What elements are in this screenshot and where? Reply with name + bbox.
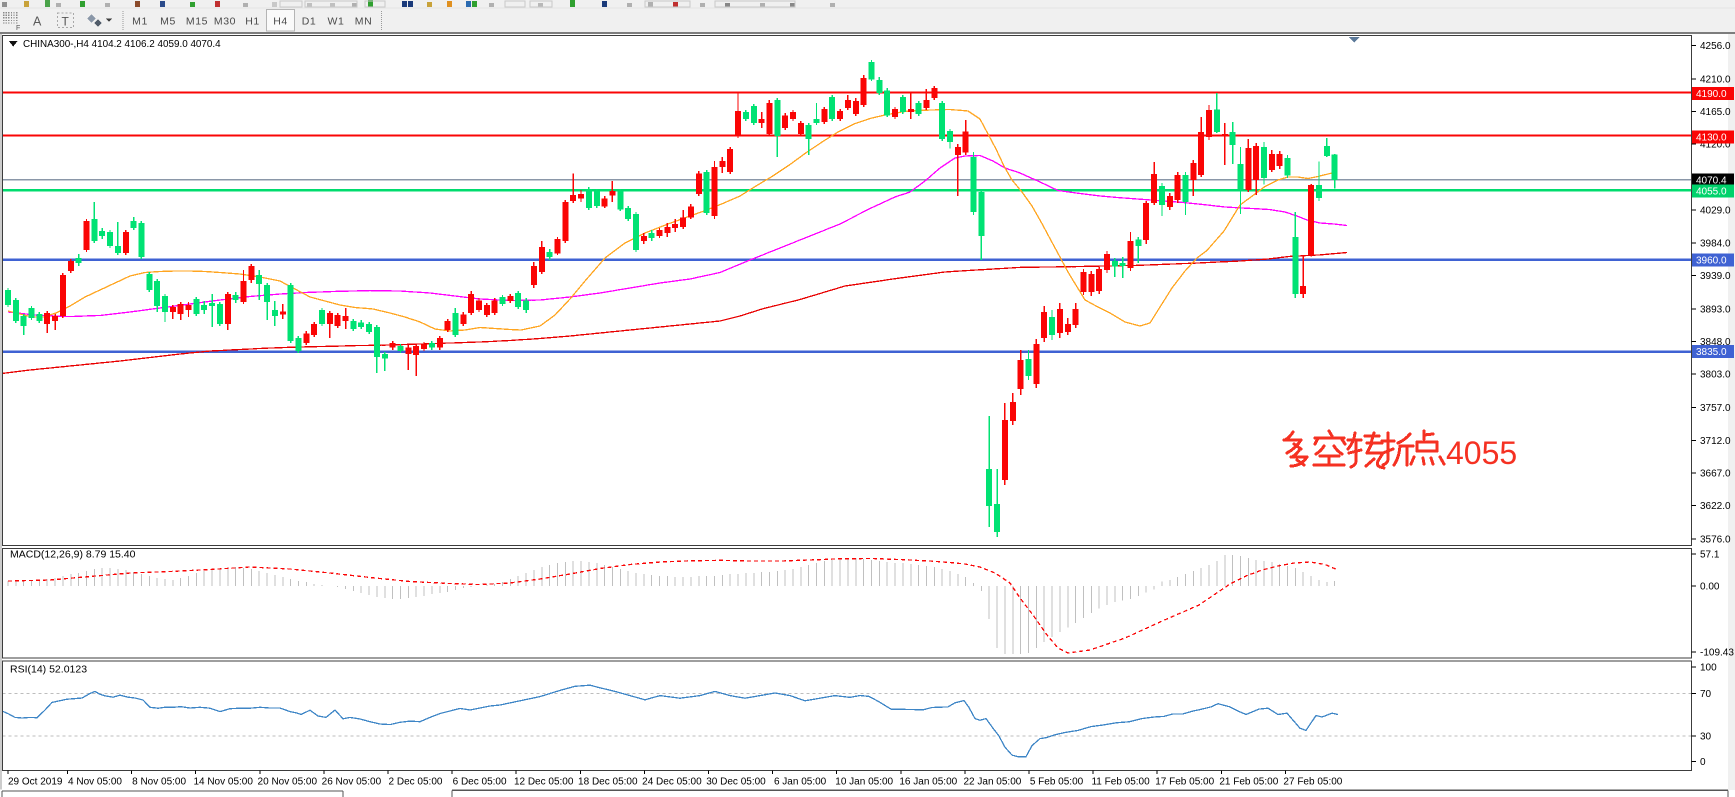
svg-text:3893.0: 3893.0 xyxy=(1700,304,1731,315)
svg-text:6 Jan 05:00: 6 Jan 05:00 xyxy=(774,777,827,788)
svg-text:RSI(14) 52.0123: RSI(14) 52.0123 xyxy=(10,664,87,676)
svg-text:3712.0: 3712.0 xyxy=(1700,436,1731,447)
svg-text:11 Feb 05:00: 11 Feb 05:00 xyxy=(1091,777,1150,788)
svg-text:0: 0 xyxy=(1700,757,1706,768)
svg-text:4 Nov 05:00: 4 Nov 05:00 xyxy=(68,777,122,788)
svg-text:14 Nov 05:00: 14 Nov 05:00 xyxy=(193,777,253,788)
svg-text:4256.0: 4256.0 xyxy=(1700,41,1731,52)
svg-text:MACD(12,26,9) 8.79 15.40: MACD(12,26,9) 8.79 15.40 xyxy=(10,549,136,561)
svg-text:12 Dec 05:00: 12 Dec 05:00 xyxy=(514,777,574,788)
svg-text:21 Feb 05:00: 21 Feb 05:00 xyxy=(1219,777,1278,788)
svg-text:T: T xyxy=(62,15,70,29)
svg-text:4055: 4055 xyxy=(1446,435,1517,471)
svg-text:3576.0: 3576.0 xyxy=(1700,535,1731,546)
svg-text:D1: D1 xyxy=(302,16,317,28)
svg-text:M30: M30 xyxy=(214,16,236,28)
svg-text:-109.43: -109.43 xyxy=(1700,647,1734,658)
svg-text:57.1: 57.1 xyxy=(1700,550,1720,561)
svg-text:8 Nov 05:00: 8 Nov 05:00 xyxy=(132,777,186,788)
svg-text:24 Dec 05:00: 24 Dec 05:00 xyxy=(642,777,702,788)
svg-text:5 Feb 05:00: 5 Feb 05:00 xyxy=(1030,777,1084,788)
svg-text:6 Dec 05:00: 6 Dec 05:00 xyxy=(453,777,507,788)
svg-text:F: F xyxy=(16,25,20,32)
svg-text:30: 30 xyxy=(1700,732,1712,743)
svg-text:20 Nov 05:00: 20 Nov 05:00 xyxy=(258,777,318,788)
svg-text:3667.0: 3667.0 xyxy=(1700,469,1731,480)
svg-text:A: A xyxy=(33,15,42,29)
svg-text:4210.0: 4210.0 xyxy=(1700,74,1731,85)
svg-text:4120.0: 4120.0 xyxy=(1700,140,1731,151)
svg-text:30 Dec 05:00: 30 Dec 05:00 xyxy=(706,777,766,788)
svg-text:22 Jan 05:00: 22 Jan 05:00 xyxy=(963,777,1021,788)
svg-text:18 Dec 05:00: 18 Dec 05:00 xyxy=(578,777,638,788)
svg-text:100: 100 xyxy=(1700,663,1717,674)
svg-text:2 Dec 05:00: 2 Dec 05:00 xyxy=(389,777,443,788)
svg-text:4130.0: 4130.0 xyxy=(1696,132,1727,143)
svg-text:3984.0: 3984.0 xyxy=(1700,238,1731,249)
svg-text:27 Feb 05:00: 27 Feb 05:00 xyxy=(1283,777,1342,788)
svg-text:4070.4: 4070.4 xyxy=(1696,176,1727,187)
svg-text:3803.0: 3803.0 xyxy=(1700,370,1731,381)
svg-text:3960.0: 3960.0 xyxy=(1696,255,1727,266)
svg-text:4029.0: 4029.0 xyxy=(1700,206,1731,217)
svg-text:3848.0: 3848.0 xyxy=(1700,337,1731,348)
svg-text:10 Jan 05:00: 10 Jan 05:00 xyxy=(835,777,893,788)
svg-text:4165.0: 4165.0 xyxy=(1700,107,1731,118)
svg-text:16 Jan 05:00: 16 Jan 05:00 xyxy=(899,777,957,788)
svg-text:3622.0: 3622.0 xyxy=(1700,501,1731,512)
svg-text:M1: M1 xyxy=(132,16,148,28)
svg-text:3939.0: 3939.0 xyxy=(1700,271,1731,282)
svg-text:M5: M5 xyxy=(160,16,176,28)
svg-text:H1: H1 xyxy=(245,16,260,28)
svg-text:M15: M15 xyxy=(186,16,208,28)
svg-text:17 Feb 05:00: 17 Feb 05:00 xyxy=(1155,777,1214,788)
svg-text:W1: W1 xyxy=(328,16,345,28)
svg-text:3835.0: 3835.0 xyxy=(1696,347,1727,358)
svg-text:0.00: 0.00 xyxy=(1700,581,1720,592)
svg-text:70: 70 xyxy=(1700,689,1712,700)
svg-text:26 Nov 05:00: 26 Nov 05:00 xyxy=(322,777,382,788)
svg-text:29 Oct 2019: 29 Oct 2019 xyxy=(8,777,63,788)
svg-text:CHINA300-,H4 4104.2 4106.2 40: CHINA300-,H4 4104.2 4106.2 4059.0 4070.4 xyxy=(23,39,221,50)
svg-text:H4: H4 xyxy=(273,16,288,28)
svg-text:MN: MN xyxy=(355,16,373,28)
svg-text:4190.0: 4190.0 xyxy=(1696,89,1727,100)
svg-text:4055.0: 4055.0 xyxy=(1696,186,1727,197)
svg-text:3757.0: 3757.0 xyxy=(1700,403,1731,414)
